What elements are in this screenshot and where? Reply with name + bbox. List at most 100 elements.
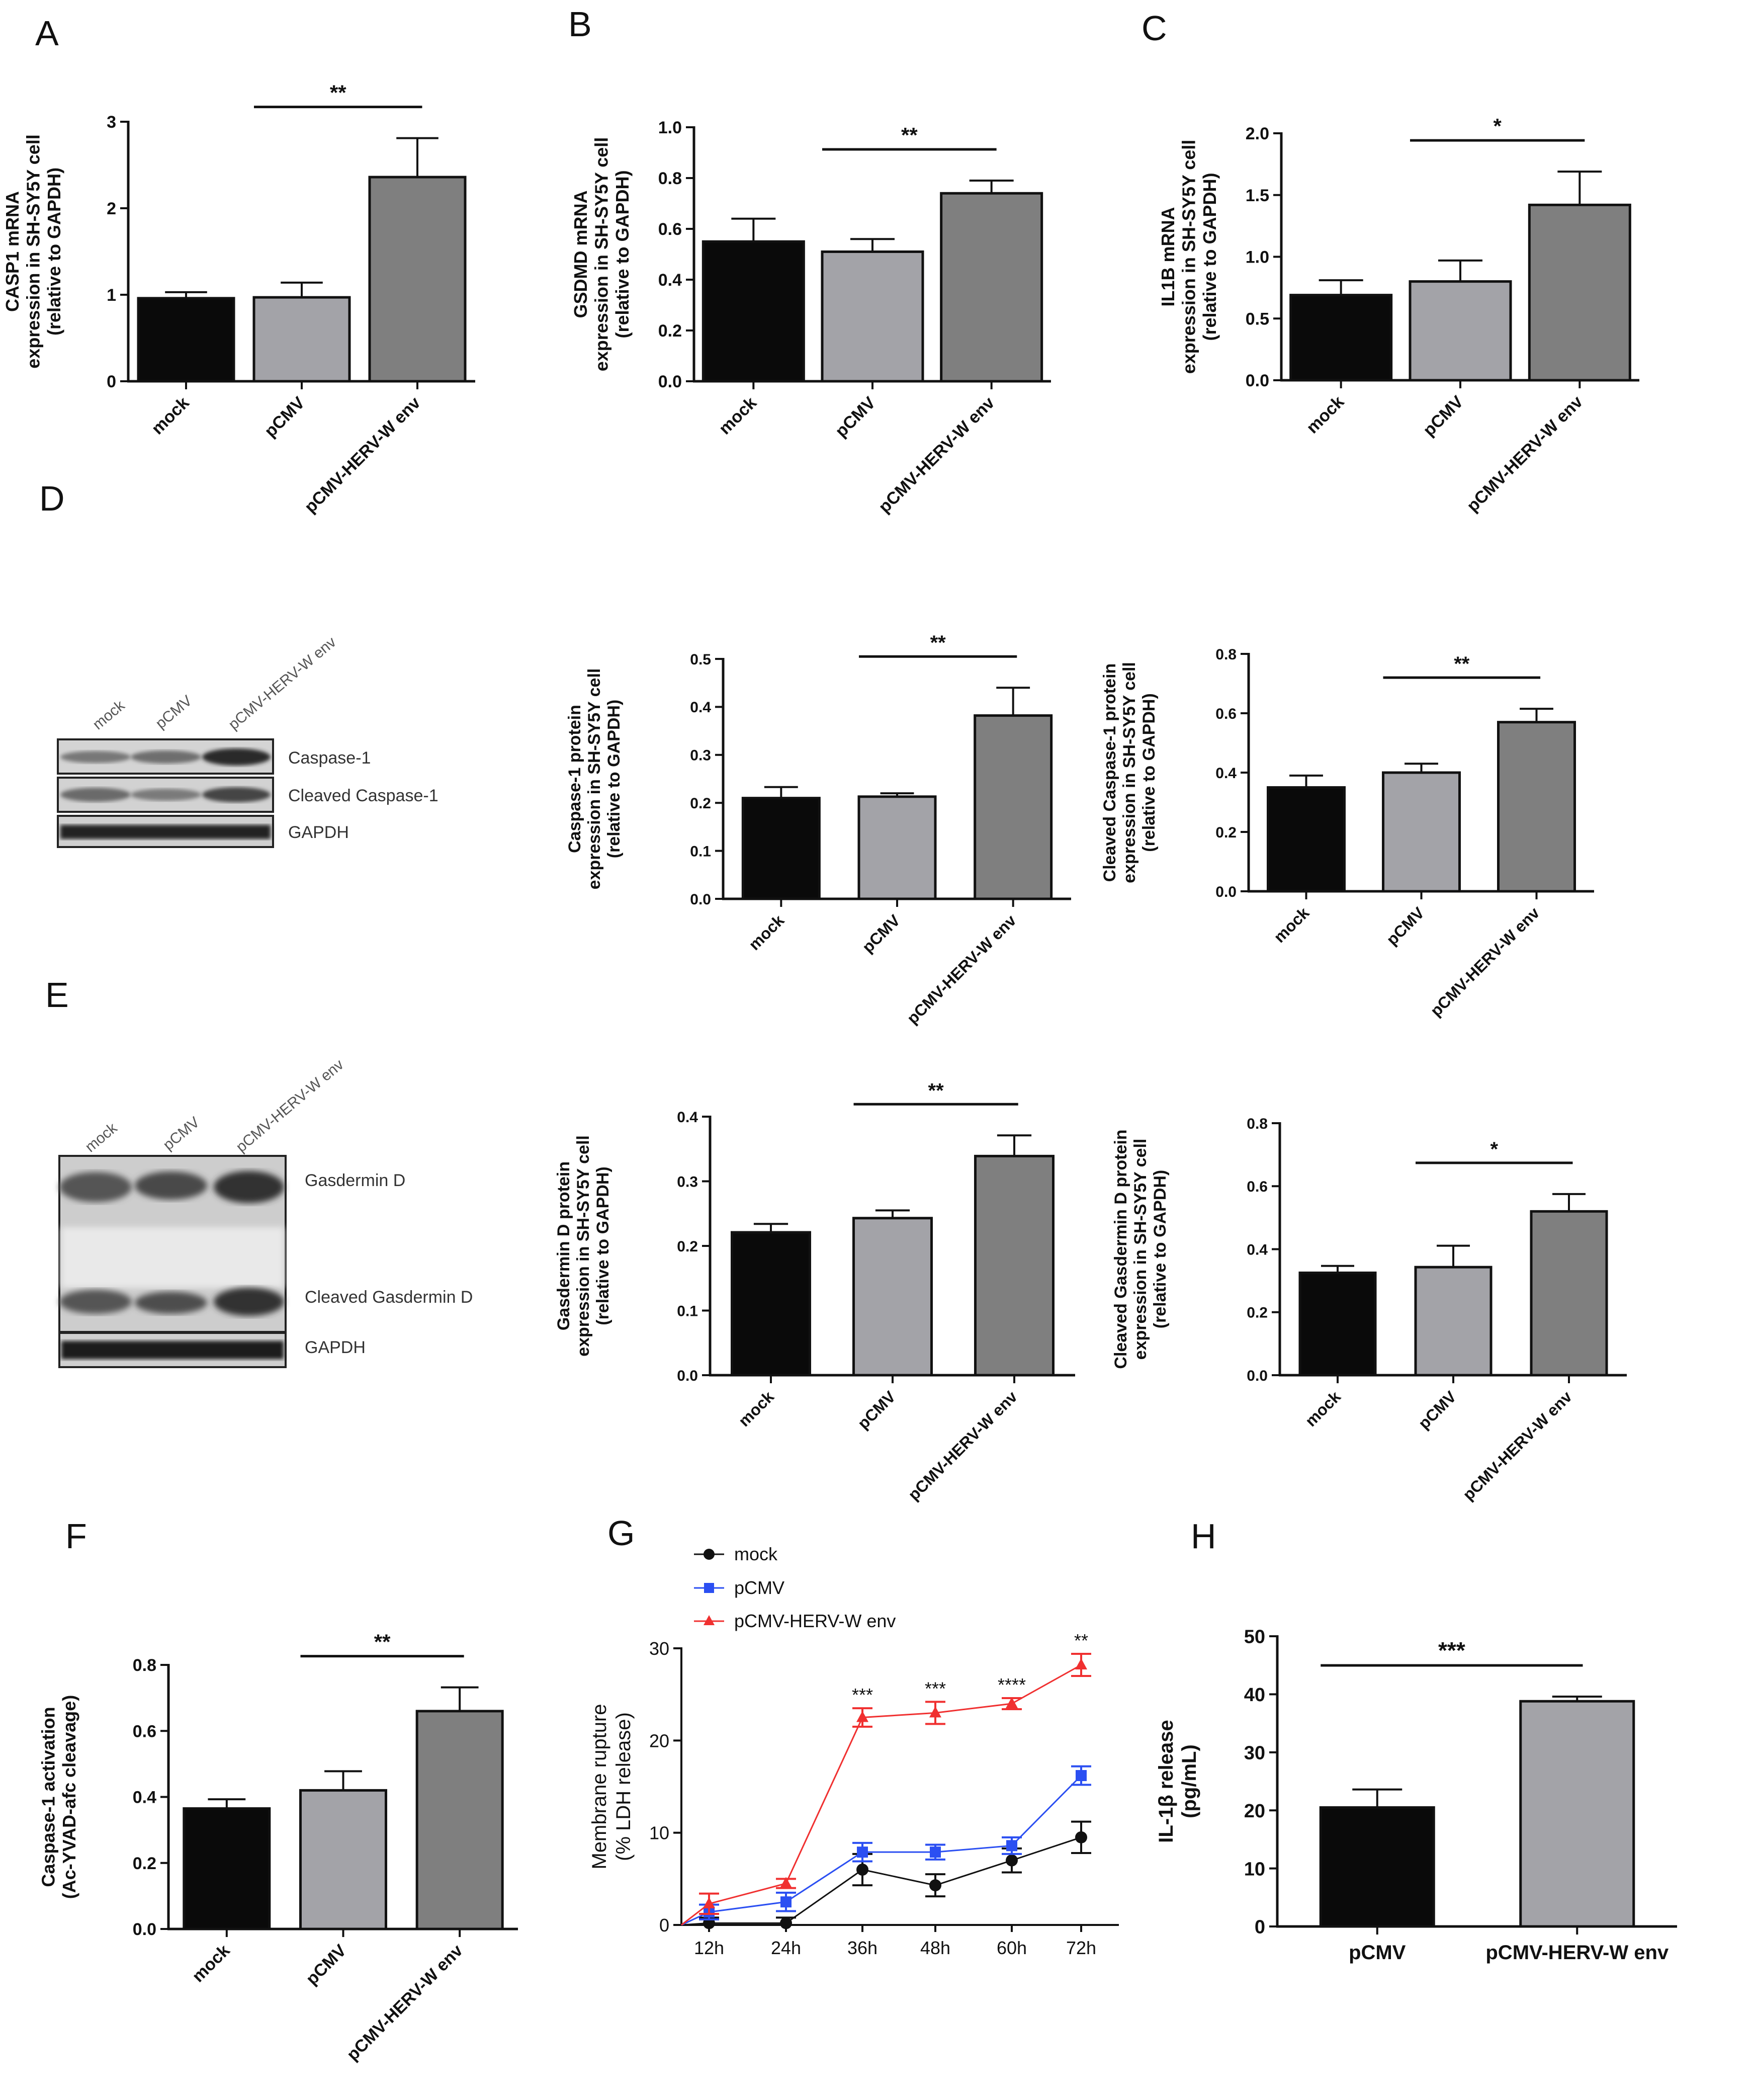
y-axis-label-line: IL1B mRNA <box>1158 207 1178 306</box>
blot-d-lane-pcmv: pCMV <box>152 693 195 732</box>
x-tick-label: pCMV-HERV-W env <box>1427 903 1543 1020</box>
y-axis-label-line: Gasdermin D protein <box>554 1161 573 1330</box>
point-env <box>780 1877 792 1888</box>
panel-letter-f: F <box>65 1517 87 1556</box>
y-tick-label: 10 <box>649 1823 669 1843</box>
y-axis-label-line: expression in SH-SY5Y cell <box>1120 662 1139 883</box>
y-tick-label: 0.0 <box>658 372 682 391</box>
y-tick-label: 1.0 <box>1246 248 1269 267</box>
series-line-0 <box>681 1836 1082 1926</box>
y-tick-label: 0.0 <box>133 1920 156 1939</box>
bar-pcmv-herv-w-env <box>1530 1210 1608 1377</box>
x-tick-label: 72h <box>1066 1938 1096 1958</box>
y-tick-label: 0.1 <box>690 843 711 860</box>
point-mock <box>1006 1854 1018 1867</box>
y-axis-label-line: (relative to GAPDH) <box>44 167 64 335</box>
point-env <box>929 1706 941 1718</box>
significance-label: *** <box>1438 1637 1465 1663</box>
x-tick-label: pCMV <box>854 1387 899 1433</box>
x-tick-label: mock <box>1270 903 1313 946</box>
y-axis-label-line: expression in SH-SY5Y cell <box>591 137 612 372</box>
y-axis-label-line: CASP1 mRNA <box>2 191 23 312</box>
bar-pcmv-herv-w-env <box>1497 721 1576 893</box>
y-tick-label: 0.2 <box>133 1854 156 1873</box>
y-axis-label-line: (pg/mL) <box>1178 1744 1200 1818</box>
y-tick-label: 0 <box>1255 1917 1265 1938</box>
x-tick-label: pCMV <box>858 911 904 956</box>
chart-d-caspase1-protein: 0.0 0.1 0.2 0.3 0.4 0.5 mock pCMV pCMV-HERV-W en… <box>565 632 1071 1028</box>
panel-letter-d: D <box>39 479 65 518</box>
bar-mock <box>1298 1271 1377 1377</box>
bar-pcmv-herv-w-env <box>940 192 1043 383</box>
x-tick-label: mock <box>148 393 193 439</box>
y-tick-label: 2 <box>107 199 116 218</box>
y-axis-label-line: (relative to GAPDH) <box>612 170 633 338</box>
y-axis-label-line: Membrane rupture <box>588 1704 610 1869</box>
y-tick-label: 50 <box>1244 1627 1265 1648</box>
y-tick-label: 0.3 <box>690 747 711 764</box>
significance-label: * <box>1493 114 1502 138</box>
y-axis-label-line: IL-1β release <box>1155 1720 1177 1843</box>
x-tick-label: pCMV-HERV-W env <box>875 393 999 517</box>
y-tick-label: 0.8 <box>1215 646 1237 663</box>
blot-e-label-gapdh: GAPDH <box>305 1338 366 1357</box>
y-tick-label: 0.1 <box>677 1303 698 1319</box>
point-mock <box>929 1879 941 1892</box>
point-env <box>856 1711 868 1722</box>
y-tick-label: 1.0 <box>658 118 682 137</box>
point-pcmv <box>780 1896 792 1908</box>
y-axis-label-line: expression in SH-SY5Y cell <box>1179 140 1199 374</box>
western-blot-e: mock pCMV pCMV-HERV-W env Gasdermin D Cl… <box>58 1056 473 1368</box>
bar-mock <box>183 1807 271 1930</box>
bar-pcmv <box>299 1789 387 1930</box>
bar-mock <box>1267 786 1346 893</box>
point-pcmv <box>857 1846 868 1858</box>
y-axis-label-line: expression in SH-SY5Y cell <box>574 1135 593 1357</box>
y-tick-label: 0.2 <box>690 795 711 812</box>
y-tick-label: 30 <box>1244 1742 1265 1763</box>
y-tick-label: 1 <box>107 286 116 305</box>
point-env <box>1075 1658 1087 1669</box>
x-tick-label: pCMV-HERV-W env <box>903 911 1019 1027</box>
significance-label: *** <box>852 1685 873 1705</box>
blot-e-lane-mock: mock <box>82 1119 121 1155</box>
point-mock <box>856 1864 868 1876</box>
y-tick-label: 0.2 <box>1215 824 1237 841</box>
y-axis-label-line: (relative to GAPDH) <box>1139 693 1159 852</box>
y-tick-label: 0.0 <box>677 1368 698 1384</box>
x-tick-label: pCMV <box>1415 1387 1460 1433</box>
blot-d-gapdh-strip <box>57 815 274 848</box>
blot-d-caspase1-strip <box>57 738 274 775</box>
y-tick-label: 0.6 <box>133 1722 156 1741</box>
y-tick-label: 0.6 <box>1247 1179 1268 1195</box>
y-axis-label-line: GSDMD mRNA <box>570 190 591 318</box>
blot-e-gapdh-strip <box>58 1332 287 1368</box>
y-tick-label: 30 <box>649 1638 669 1659</box>
western-blot-d: mock pCMV pCMV-HERV-W env Caspase-1 Clea… <box>57 634 438 848</box>
y-tick-label: 0.6 <box>1215 706 1237 722</box>
bar-mock <box>137 297 235 383</box>
y-tick-label: 0.8 <box>1247 1116 1268 1132</box>
bar-pcmv <box>852 1217 933 1377</box>
bar-pcmv <box>857 795 937 900</box>
y-tick-label: 0.4 <box>658 271 682 290</box>
y-tick-label: 10 <box>1244 1859 1265 1880</box>
panel-letter-a: A <box>35 14 59 53</box>
blot-d-cleaved-strip <box>57 777 274 813</box>
y-tick-label: 0.4 <box>1215 765 1237 782</box>
bar-mock <box>741 797 821 900</box>
y-tick-label: 0.0 <box>690 891 711 908</box>
panel-letter-h: H <box>1191 1517 1216 1556</box>
significance-label: **** <box>998 1674 1026 1695</box>
x-tick-label: pCMV <box>302 1941 350 1989</box>
bar-pcmv <box>1414 1266 1493 1377</box>
legend-marker-pcmv <box>704 1583 714 1593</box>
y-axis-label-line: expression in SH-SY5Y cell <box>585 668 604 890</box>
y-tick-label: 20 <box>1244 1801 1265 1822</box>
y-axis-label-line: expression in SH-SY5Y cell <box>1131 1139 1150 1360</box>
panel-letter-g: G <box>607 1514 635 1553</box>
bar-pcmv-herv-w-env <box>415 1710 504 1930</box>
